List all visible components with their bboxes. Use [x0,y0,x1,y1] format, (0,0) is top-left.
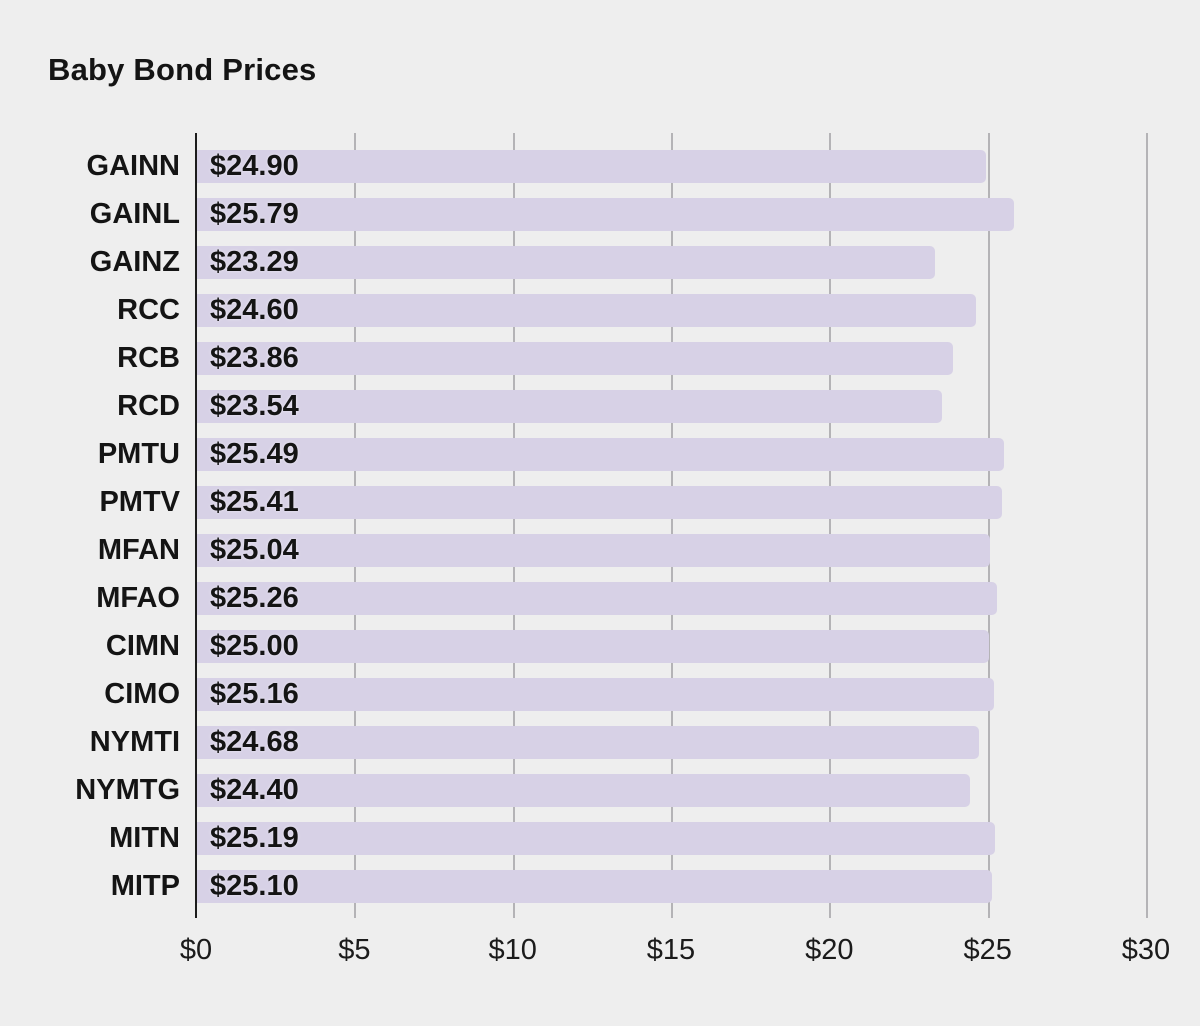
category-label: GAINZ [89,246,180,278]
bar-value-label: $25.26 [210,581,299,614]
category-label: RCC [117,294,180,326]
x-axis: $0 $5 $10 $15 $20 $25 $30 [0,934,1200,974]
bar-value-label: $25.79 [210,197,299,230]
x-tick-label: $20 [805,934,854,966]
category-label: MITN [109,822,180,854]
bar-row: $24.40 [197,766,1147,814]
gridline [1146,133,1148,918]
gridline [987,133,990,918]
x-tick-label: $15 [646,934,696,966]
bar-row: $25.19 [197,814,1147,862]
bar: $23.86 [197,341,953,375]
category-label: MFAO [96,582,180,614]
bar: $25.49 [197,437,1005,471]
category-label: PMTV [99,486,180,518]
gridline [671,133,673,918]
bar-value-label: $25.04 [210,533,299,566]
bar: $25.00 [197,629,989,663]
bar-row: $25.00 [197,622,1147,670]
gridline [354,133,357,918]
category-label: GAINL [89,198,180,230]
bar-row: $25.10 [197,862,1147,910]
bar: $25.19 [197,821,995,855]
bar-value-label: $24.68 [210,725,299,758]
bar-row: $25.49 [197,430,1147,478]
bar-row: $25.04 [197,526,1147,574]
bar-row: $25.79 [197,190,1147,238]
bar-value-label: $23.29 [210,245,299,278]
gridline [829,133,832,918]
bar: $24.68 [197,725,979,759]
category-label: PMTU [97,438,180,470]
bar-row: $24.90 [197,142,1147,190]
category-label: MFAN [97,534,180,566]
bar-rows: $24.90 $25.79 $23.29 $24.60 $23.86 $23.54 $25.… [197,142,1147,910]
category-label: GAINN [86,150,180,182]
bar: $25.04 [197,533,990,567]
bar: $25.26 [197,581,997,615]
bar-row: $25.41 [197,478,1147,526]
bar: $24.40 [197,773,970,807]
x-tick-label: $10 [488,934,537,966]
bar-row: $23.86 [197,334,1147,382]
bar: $23.54 [197,389,943,423]
x-tick-label: $5 [338,934,371,966]
bar-row: $25.16 [197,670,1147,718]
bar-row: $23.54 [197,382,1147,430]
category-label: MITP [110,870,180,902]
bar: $25.41 [197,485,1002,519]
category-label: RCB [117,342,180,374]
bar-value-label: $25.00 [210,629,299,662]
bar: $24.90 [197,149,986,183]
bar: $24.60 [197,293,976,327]
category-label: NYMTI [89,726,180,758]
category-labels: GAINN GAINL GAINZ RCC RCB RCD PMTU PMTV MFAN MFAO… [0,142,180,910]
x-tick-label: $0 [179,934,213,966]
bar-value-label: $24.90 [210,149,299,182]
bar-value-label: $24.60 [210,293,299,326]
bar: $25.10 [197,869,992,903]
bar-value-label: $24.40 [210,773,299,806]
bar-value-label: $23.86 [210,341,299,374]
bar: $25.79 [197,197,1014,231]
bar: $25.16 [197,677,994,711]
plot-area: $24.90 $25.79 $23.29 $24.60 $23.86 $23.54 $25.… [195,133,1148,918]
category-label: CIMO [104,678,180,710]
x-tick-label: $25 [963,934,1012,966]
x-tick-label: $30 [1121,934,1171,966]
category-label: CIMN [105,630,180,662]
bar-row: $25.26 [197,574,1147,622]
bar: $23.29 [197,245,935,279]
gridline [512,133,515,918]
chart-title: Baby Bond Prices [48,52,317,87]
bar-value-label: $25.41 [210,485,299,518]
bar-value-label: $25.10 [210,869,299,902]
bar-value-label: $25.19 [210,821,299,854]
bar-row: $24.68 [197,718,1147,766]
category-label: RCD [117,390,180,422]
gridlines [197,133,1148,918]
bar-row: $23.29 [197,238,1147,286]
bar-value-label: $25.16 [210,677,299,710]
category-label: NYMTG [75,774,180,806]
bar-value-label: $23.54 [210,389,299,422]
bar-row: $24.60 [197,286,1147,334]
bar-value-label: $25.49 [210,437,299,470]
